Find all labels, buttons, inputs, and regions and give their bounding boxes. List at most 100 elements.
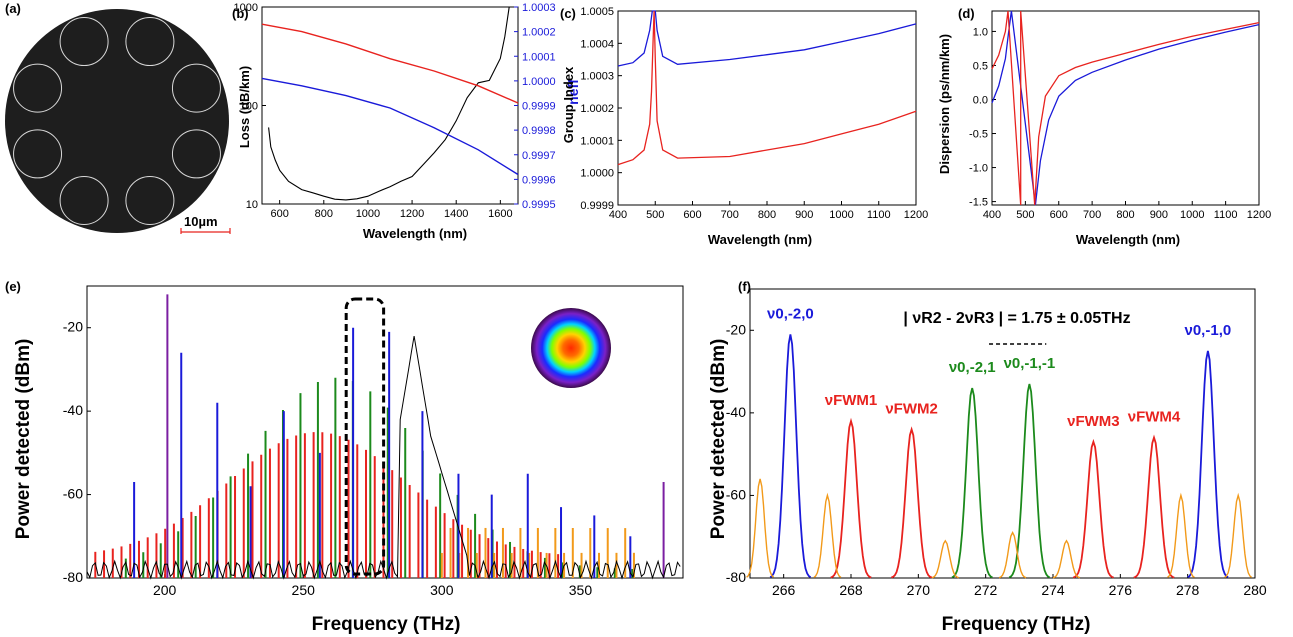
series-line <box>617 10 917 67</box>
scale-bar-label: 10µm <box>184 214 218 229</box>
y-tick-label: -1.0 <box>969 163 988 175</box>
series-line <box>1133 434 1175 579</box>
x-tick-label: 272 <box>974 582 998 598</box>
series-line <box>998 531 1027 579</box>
plot-frame <box>749 288 1256 579</box>
capillary <box>59 175 109 225</box>
y-axis-label: Power detected (dBm) <box>708 339 729 540</box>
x-tick-label: 1400 <box>444 208 468 220</box>
capillary <box>125 175 175 225</box>
series-line <box>1167 492 1195 578</box>
x-tick-label: 1200 <box>1247 209 1271 221</box>
series-line <box>617 10 917 166</box>
series-line <box>261 77 519 176</box>
y-axis-label: Power detected (dBm) <box>13 339 34 540</box>
peak-label: ν0,-1,-1 <box>1004 355 1056 372</box>
x-tick-label: 266 <box>772 582 796 598</box>
x-tick-label: 280 <box>1243 582 1267 598</box>
panel-label-f: (f) <box>738 279 751 294</box>
x-tick-label: 800 <box>315 208 333 220</box>
x-axis-label: Frequency (THz) <box>312 614 461 635</box>
capillary <box>13 63 63 113</box>
x-tick-label: 200 <box>153 582 177 598</box>
series-line <box>951 387 993 579</box>
chart-loss-neff: Wavelength (nm) Loss (dB/km) neff 600 800… <box>234 2 581 241</box>
y-tick-label: 0.0 <box>973 94 988 106</box>
y-tick-label: -20 <box>63 319 83 335</box>
y-tick-label: -40 <box>726 404 746 420</box>
y-tick-label: 1.0000 <box>580 168 614 180</box>
y-tick-label: -80 <box>726 569 746 585</box>
x-tick-label: 500 <box>646 209 664 221</box>
peak-label: νFWM3 <box>1067 413 1120 430</box>
series-line <box>1052 539 1081 579</box>
x-axis-label: Wavelength (nm) <box>708 232 812 247</box>
plot-frame <box>261 6 519 205</box>
series-line <box>991 10 1260 206</box>
fiber-cladding <box>5 9 229 233</box>
y-axis-label: Dispersion (ps/nm/km) <box>937 34 952 174</box>
x-tick-label: 350 <box>569 582 593 598</box>
x-tick-label: 400 <box>609 209 627 221</box>
series-line <box>1008 383 1051 579</box>
capillary <box>13 129 63 179</box>
x-axis-label: Wavelength (nm) <box>1076 232 1180 247</box>
x-tick-label: 1200 <box>400 208 424 220</box>
x-tick-label: 600 <box>683 209 701 221</box>
panel-label-a: (a) <box>5 1 21 16</box>
peak-label: ν0,-2,1 <box>949 359 996 376</box>
peak-label: ν0,-2,0 <box>767 305 814 322</box>
y-tick-label: -20 <box>726 321 746 337</box>
y-tick-label: 1.0001 <box>580 135 614 147</box>
series-line <box>1072 438 1114 579</box>
x-tick-label: 278 <box>1176 582 1200 598</box>
y2-tick-label: 0.9999 <box>522 101 556 113</box>
y-tick-label: 1.0005 <box>580 6 614 18</box>
x-tick-label: 1000 <box>356 208 380 220</box>
series-line <box>86 336 681 580</box>
x-tick-label: 1100 <box>867 209 891 221</box>
x-axis-label: Frequency (THz) <box>942 614 1091 635</box>
x-axis-label: Wavelength (nm) <box>363 226 467 241</box>
x-tick-label: 1100 <box>1214 209 1238 221</box>
series-line <box>1187 350 1229 579</box>
series-line <box>1224 492 1253 578</box>
series-line <box>830 417 872 579</box>
x-tick-label: 1600 <box>488 208 512 220</box>
y2-tick-label: 0.9997 <box>522 150 556 162</box>
series-line <box>769 334 812 578</box>
mode-profile-inset <box>531 308 611 388</box>
spectral-lines <box>94 294 665 578</box>
plot-frame <box>86 285 684 579</box>
y-tick-label: 1.0004 <box>580 38 614 50</box>
capillary <box>171 129 221 179</box>
annotation: | νR2 - 2νR3 | = 1.75 ± 0.05THz <box>903 310 1130 327</box>
x-tick-label: 1000 <box>1180 209 1204 221</box>
y-tick-label: -60 <box>726 486 746 502</box>
x-tick-label: 1200 <box>904 209 928 221</box>
panel-label-c: (c) <box>560 6 576 21</box>
x-tick-label: 800 <box>758 209 776 221</box>
panel-a: (a) 10µm <box>5 1 231 234</box>
y-tick-label: -1.5 <box>969 197 988 209</box>
capillary <box>59 17 109 67</box>
x-tick-label: 270 <box>907 582 931 598</box>
x-tick-label: 400 <box>983 209 1001 221</box>
y-tick-label: 10 <box>246 199 258 211</box>
y-tick-label: -80 <box>63 569 83 585</box>
y-tick-label: 1.0002 <box>580 103 614 115</box>
chart-spectrum-wide: Frequency (THz) Power detected (dBm) 200… <box>13 285 684 635</box>
peak-label: ν0,-1,0 <box>1185 322 1232 339</box>
capillary <box>171 63 221 113</box>
panel-label-e: (e) <box>5 279 21 294</box>
y-axis-label: Group Index <box>561 66 576 143</box>
y2-tick-label: 0.9996 <box>522 174 556 186</box>
series-line <box>891 426 933 579</box>
series-line <box>268 6 510 201</box>
x-tick-label: 500 <box>1016 209 1034 221</box>
peak-label: νFWM1 <box>825 392 878 409</box>
y-tick-label: -60 <box>63 486 83 502</box>
y-tick-label: 0.5 <box>973 60 988 72</box>
y2-tick-label: 0.9998 <box>522 125 556 137</box>
